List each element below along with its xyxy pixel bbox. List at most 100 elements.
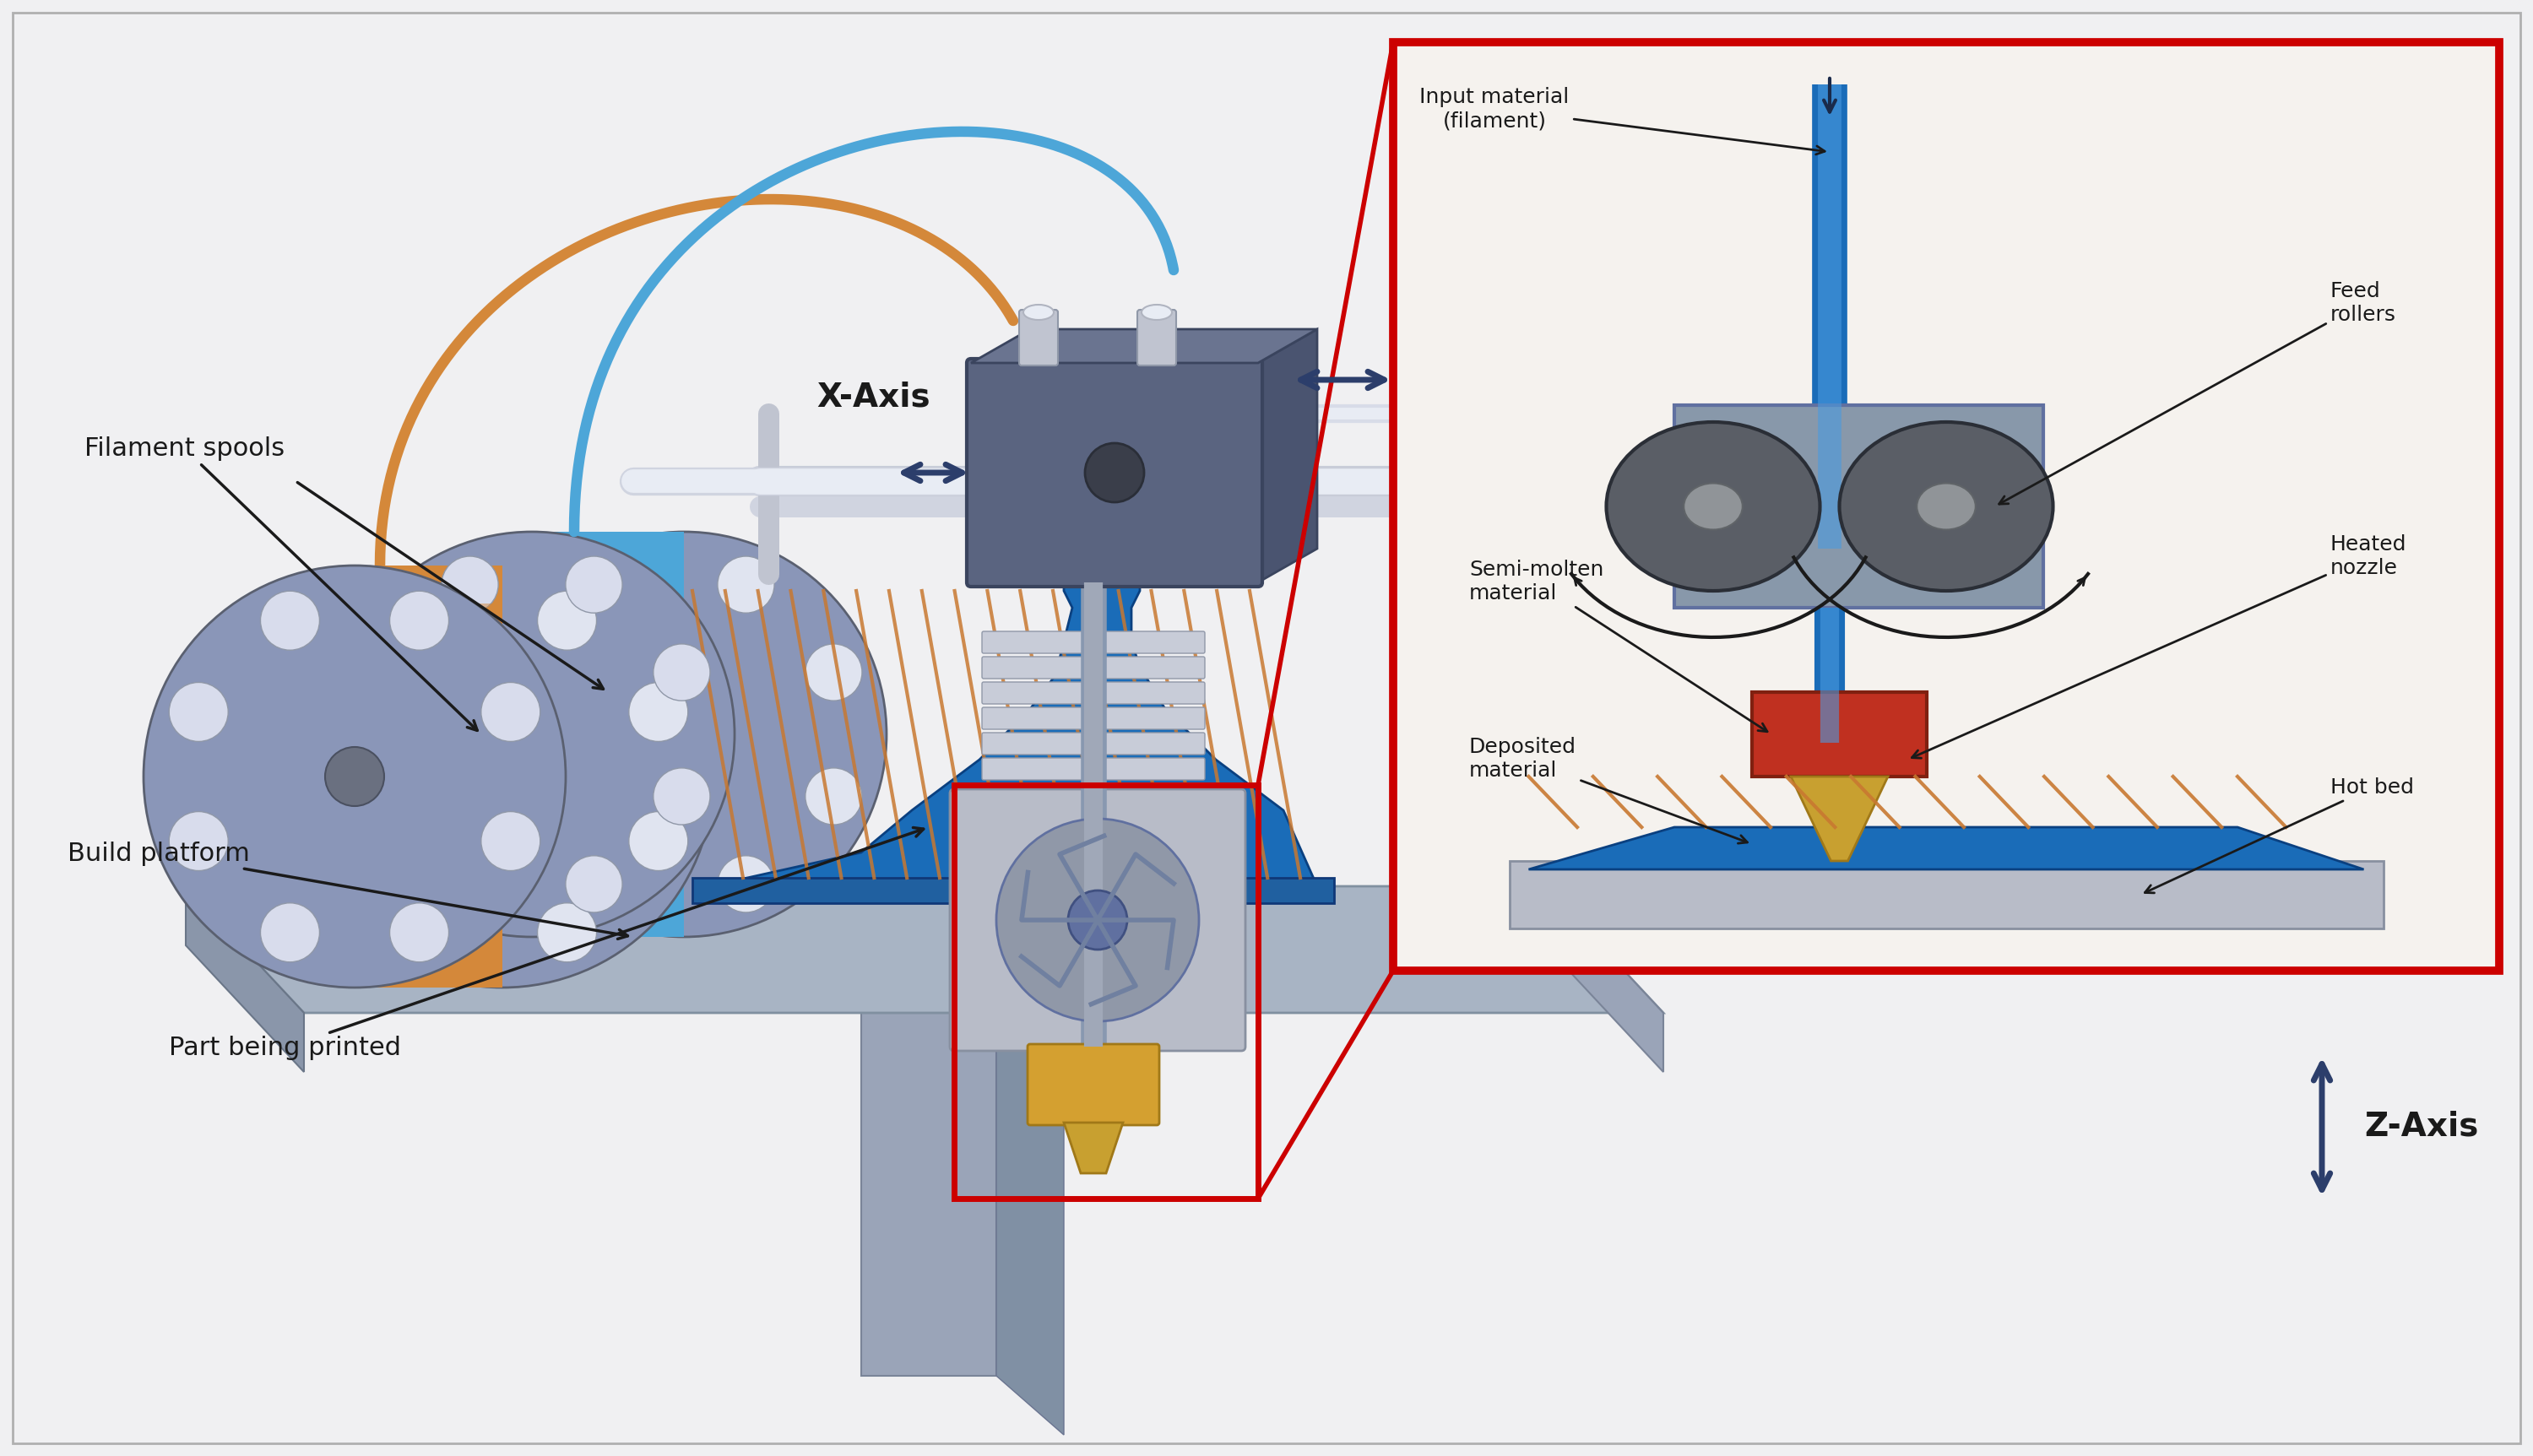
Bar [861, 1013, 995, 1376]
Ellipse shape [507, 644, 562, 700]
Polygon shape [185, 887, 1664, 1013]
Bar [532, 587, 684, 881]
Ellipse shape [390, 591, 448, 651]
Ellipse shape [261, 903, 319, 962]
Polygon shape [1545, 887, 1664, 1072]
Ellipse shape [408, 591, 466, 651]
Bar [1393, 42, 2500, 971]
Ellipse shape [565, 856, 623, 913]
FancyBboxPatch shape [983, 681, 1206, 703]
Ellipse shape [170, 683, 228, 741]
FancyBboxPatch shape [1028, 1044, 1160, 1125]
Ellipse shape [507, 767, 562, 824]
Text: Part being printed: Part being printed [170, 827, 925, 1060]
Ellipse shape [805, 644, 861, 700]
Ellipse shape [170, 811, 228, 871]
Ellipse shape [628, 811, 689, 871]
Bar [692, 878, 1335, 903]
FancyBboxPatch shape [1018, 310, 1059, 365]
Ellipse shape [1142, 304, 1173, 320]
Polygon shape [1791, 776, 1887, 860]
Ellipse shape [317, 811, 375, 871]
Polygon shape [1259, 329, 1317, 582]
FancyBboxPatch shape [968, 358, 1261, 587]
Ellipse shape [144, 565, 565, 987]
Text: Z-Axis: Z-Axis [2363, 1111, 2477, 1143]
Ellipse shape [1606, 422, 1819, 591]
Ellipse shape [1684, 483, 1743, 530]
Text: Deposited
material: Deposited material [1469, 737, 1748, 843]
Bar [532, 664, 684, 805]
Bar [955, 785, 1259, 1198]
Ellipse shape [805, 767, 861, 824]
Ellipse shape [481, 683, 540, 741]
Ellipse shape [656, 706, 712, 763]
FancyBboxPatch shape [983, 632, 1206, 654]
Ellipse shape [1023, 304, 1054, 320]
Text: Build platform: Build platform [68, 842, 628, 939]
Ellipse shape [593, 556, 651, 613]
Ellipse shape [593, 856, 651, 913]
Bar [355, 703, 502, 850]
Ellipse shape [654, 767, 709, 824]
FancyBboxPatch shape [1137, 310, 1175, 365]
Bar [355, 683, 502, 871]
FancyBboxPatch shape [983, 783, 1206, 805]
Text: Hot bed: Hot bed [2145, 778, 2414, 893]
Text: Feed
rollers: Feed rollers [1999, 281, 2396, 504]
Ellipse shape [654, 644, 709, 700]
Ellipse shape [565, 556, 623, 613]
Bar [532, 645, 684, 824]
Ellipse shape [390, 903, 448, 962]
Ellipse shape [329, 531, 735, 936]
Polygon shape [1064, 1123, 1122, 1174]
Bar [532, 625, 684, 843]
Ellipse shape [717, 856, 775, 913]
Ellipse shape [1917, 483, 1976, 530]
Ellipse shape [1839, 422, 2052, 591]
Polygon shape [1527, 827, 2363, 869]
Circle shape [1069, 891, 1127, 949]
Bar [1510, 860, 2384, 929]
FancyBboxPatch shape [983, 708, 1206, 729]
Bar [355, 603, 502, 949]
Ellipse shape [474, 747, 532, 807]
Ellipse shape [537, 591, 598, 651]
Ellipse shape [441, 856, 499, 913]
Ellipse shape [441, 556, 499, 613]
Ellipse shape [628, 683, 689, 741]
Circle shape [1084, 443, 1145, 502]
FancyBboxPatch shape [983, 657, 1206, 678]
Text: Heated
nozzle: Heated nozzle [1912, 534, 2406, 759]
Polygon shape [970, 329, 1317, 363]
Polygon shape [532, 531, 684, 936]
Ellipse shape [355, 767, 410, 824]
Ellipse shape [291, 565, 714, 987]
Bar [355, 662, 502, 890]
Polygon shape [185, 887, 304, 1072]
Ellipse shape [261, 591, 319, 651]
Ellipse shape [324, 747, 385, 807]
Text: Semi-molten
material: Semi-molten material [1469, 559, 1768, 731]
Text: Y-Axis: Y-Axis [1418, 297, 1527, 329]
Ellipse shape [537, 903, 598, 962]
Circle shape [995, 818, 1198, 1021]
Polygon shape [709, 531, 1317, 887]
Polygon shape [355, 565, 502, 987]
Bar [1753, 692, 1928, 776]
Polygon shape [995, 1013, 1064, 1436]
Ellipse shape [355, 644, 410, 700]
Text: Input material
(filament): Input material (filament) [1418, 87, 1824, 154]
FancyBboxPatch shape [950, 789, 1246, 1051]
Bar [355, 623, 502, 930]
FancyBboxPatch shape [983, 732, 1206, 754]
Ellipse shape [504, 706, 560, 763]
Bar [532, 568, 684, 900]
Bar [355, 644, 502, 910]
Ellipse shape [481, 811, 540, 871]
Ellipse shape [317, 683, 375, 741]
Text: Filament spools: Filament spools [84, 437, 476, 731]
Bar [1674, 405, 2044, 607]
Text: X-Axis: X-Axis [818, 381, 930, 414]
Ellipse shape [717, 556, 775, 613]
